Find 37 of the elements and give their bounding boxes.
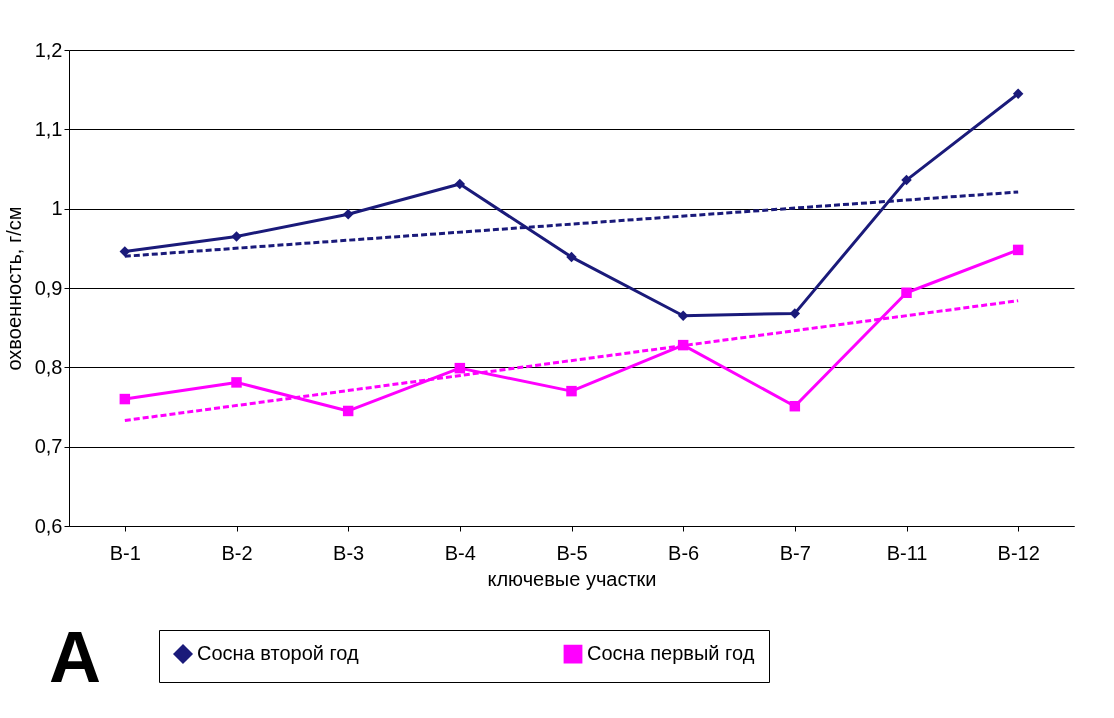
x-tick-label: В-7 [779, 541, 811, 564]
point [119, 393, 131, 405]
point [677, 310, 689, 322]
legend-label: Сосна первый год [587, 642, 755, 665]
point [342, 208, 354, 220]
y-axis-title: охвоенность, г/см [2, 206, 25, 371]
point [231, 231, 242, 242]
x-tick-label: В-1 [109, 541, 141, 564]
x-tick-label: В-4 [444, 541, 476, 564]
x-axis-title: ключевые участки [487, 567, 657, 590]
point [342, 405, 354, 417]
y-tick-label: 1 [51, 197, 63, 220]
x-tick-label: В-3 [333, 541, 365, 564]
legend-label: Сосна второй год [197, 642, 360, 665]
x-tick-label: В-6 [668, 541, 700, 564]
x-tick-label: В-12 [997, 541, 1040, 564]
point [901, 287, 912, 298]
y-tick-label: 0,9 [34, 276, 63, 299]
y-tick-label: 0,7 [34, 435, 63, 458]
y-tick-label: 0,8 [34, 355, 63, 378]
x-tick-label: В-5 [556, 541, 588, 564]
point [1012, 244, 1024, 256]
y-tick-label: 1,1 [34, 117, 63, 140]
text: A [49, 617, 101, 697]
point [566, 385, 577, 397]
y-tick-label: 0,6 [34, 514, 63, 537]
point [454, 362, 466, 374]
point [901, 174, 912, 186]
point [789, 400, 801, 412]
point [1012, 88, 1024, 99]
point [566, 251, 577, 263]
y-tick-label: 1,2 [34, 38, 63, 61]
point [789, 308, 801, 319]
x-tick-label: В-2 [221, 541, 253, 564]
point [231, 377, 242, 388]
x-tick-label: В-11 [886, 541, 928, 564]
point [454, 178, 466, 190]
